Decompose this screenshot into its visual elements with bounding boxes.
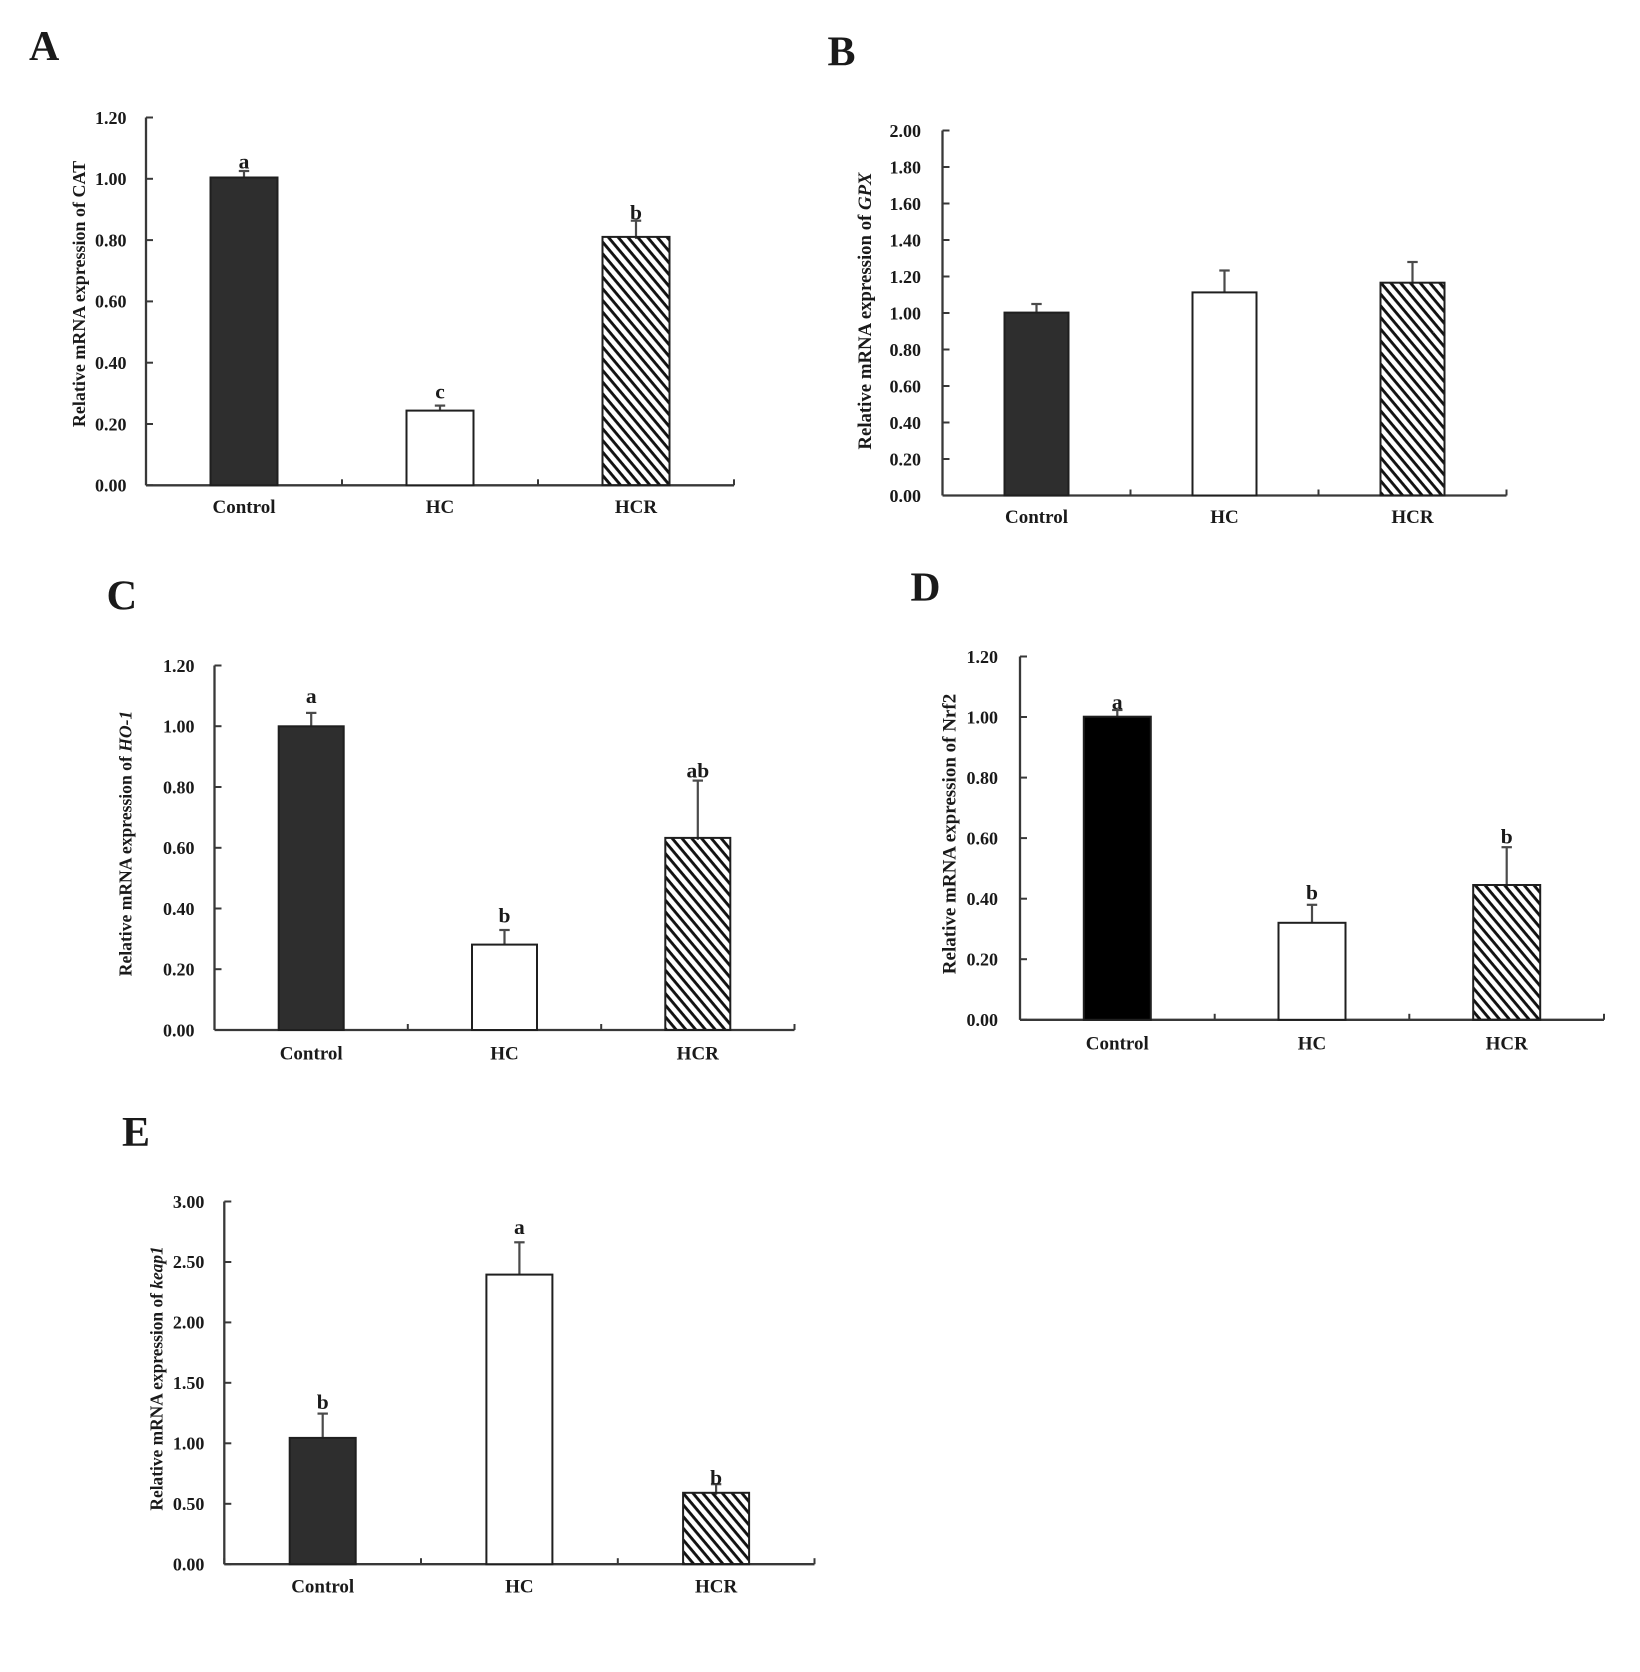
svg-text:HC: HC [1298, 1034, 1327, 1055]
svg-text:1.60: 1.60 [890, 194, 922, 214]
svg-text:0.60: 0.60 [967, 828, 999, 848]
svg-text:0.40: 0.40 [95, 353, 127, 373]
svg-text:0.60: 0.60 [163, 838, 195, 858]
svg-text:Relative mRNA expression of HO: Relative mRNA expression of HO-1 [116, 711, 136, 977]
svg-text:A: A [29, 24, 60, 70]
svg-text:HC: HC [490, 1044, 519, 1065]
svg-text:Relative mRNA expression of CA: Relative mRNA expression of CAT [69, 161, 89, 427]
svg-text:0.00: 0.00 [890, 486, 922, 506]
svg-text:HC: HC [426, 497, 455, 518]
svg-text:ab: ab [686, 759, 709, 783]
svg-text:Control: Control [291, 1577, 354, 1598]
svg-text:0.00: 0.00 [967, 1010, 999, 1030]
svg-text:a: a [1112, 690, 1123, 714]
svg-text:b: b [499, 903, 511, 927]
svg-text:B: B [828, 30, 856, 76]
svg-text:1.00: 1.00 [173, 1434, 205, 1454]
svg-text:HCR: HCR [695, 1577, 738, 1598]
svg-text:1.00: 1.00 [890, 303, 922, 323]
svg-text:2.00: 2.00 [173, 1313, 205, 1333]
svg-text:HCR: HCR [615, 497, 658, 518]
svg-text:1.20: 1.20 [890, 267, 922, 287]
svg-text:0.20: 0.20 [890, 449, 922, 469]
svg-text:0.20: 0.20 [95, 414, 127, 434]
svg-text:0.00: 0.00 [163, 1020, 195, 1040]
svg-text:0.80: 0.80 [163, 777, 195, 797]
svg-text:1.00: 1.00 [967, 707, 999, 727]
svg-text:b: b [630, 201, 642, 225]
svg-text:0.00: 0.00 [173, 1555, 205, 1575]
svg-text:0.60: 0.60 [890, 376, 922, 396]
svg-text:Relative mRNA expression of Nr: Relative mRNA expression of Nrf2 [940, 694, 961, 974]
svg-text:b: b [1501, 825, 1513, 849]
svg-text:2.50: 2.50 [173, 1252, 205, 1272]
svg-text:Control: Control [280, 1044, 343, 1065]
svg-text:0.40: 0.40 [163, 899, 195, 919]
svg-text:Relative mRNA expression of GP: Relative mRNA expression of GPX [855, 172, 876, 450]
svg-text:b: b [710, 1466, 722, 1490]
svg-text:a: a [239, 149, 250, 173]
svg-text:HC: HC [505, 1577, 534, 1598]
svg-text:1.80: 1.80 [890, 157, 922, 177]
svg-text:b: b [1306, 880, 1318, 904]
svg-text:HCR: HCR [677, 1044, 720, 1065]
svg-text:b: b [317, 1390, 329, 1414]
svg-text:Control: Control [1086, 1034, 1149, 1055]
svg-text:a: a [306, 684, 317, 708]
svg-text:1.20: 1.20 [967, 647, 999, 667]
svg-text:0.20: 0.20 [967, 950, 999, 970]
svg-text:1.20: 1.20 [95, 108, 127, 128]
svg-text:0.80: 0.80 [967, 768, 999, 788]
svg-text:HCR: HCR [1391, 507, 1434, 528]
svg-text:0.40: 0.40 [967, 889, 999, 909]
svg-text:0.80: 0.80 [890, 340, 922, 360]
svg-text:HCR: HCR [1486, 1034, 1529, 1055]
svg-text:c: c [435, 380, 445, 404]
svg-text:0.40: 0.40 [890, 413, 922, 433]
svg-text:a: a [514, 1215, 525, 1239]
svg-text:2.00: 2.00 [890, 121, 922, 141]
svg-text:0.60: 0.60 [95, 292, 127, 312]
svg-text:E: E [122, 1110, 150, 1156]
svg-text:HC: HC [1210, 507, 1239, 528]
svg-text:1.50: 1.50 [173, 1373, 205, 1393]
svg-text:C: C [107, 573, 138, 620]
svg-text:0.20: 0.20 [163, 960, 195, 980]
svg-text:Relative mRNA expression of ke: Relative mRNA expression of keap1 [146, 1246, 166, 1510]
svg-text:1.00: 1.00 [95, 169, 127, 189]
svg-text:0.80: 0.80 [95, 230, 127, 250]
svg-text:3.00: 3.00 [173, 1192, 205, 1212]
svg-text:0.00: 0.00 [95, 476, 127, 496]
svg-text:1.20: 1.20 [163, 656, 195, 676]
svg-text:Control: Control [213, 497, 276, 518]
svg-text:D: D [911, 564, 941, 610]
svg-text:Control: Control [1005, 507, 1068, 528]
svg-text:0.50: 0.50 [173, 1494, 205, 1514]
svg-text:1.40: 1.40 [890, 230, 922, 250]
svg-text:1.00: 1.00 [163, 717, 195, 737]
